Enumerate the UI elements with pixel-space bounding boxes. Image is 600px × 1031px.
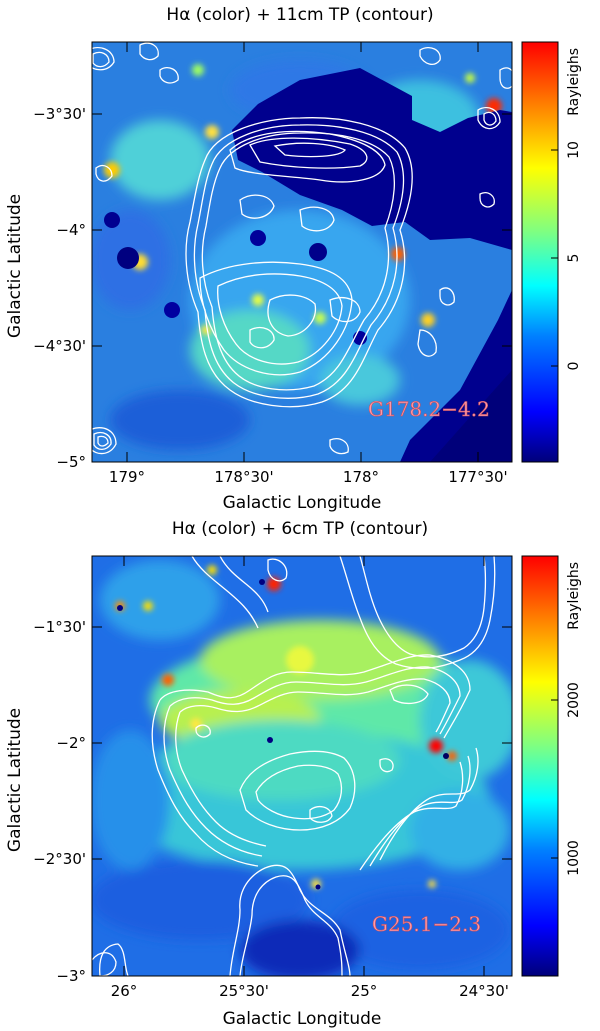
panel-2-title: Hα (color) + 6cm TP (contour): [172, 519, 428, 539]
panel-2-xtick: 25°: [351, 982, 378, 1000]
panel-1-frame: [91, 41, 513, 463]
panel-2-frame: [91, 555, 513, 977]
panel-1-xtick: 177°30': [448, 468, 507, 486]
panel-2-xtick: 26°: [111, 982, 138, 1000]
panel-2-contours: [92, 556, 496, 976]
panel-1-cbtick: 10: [566, 141, 582, 159]
panel-1-xtick: 178°: [343, 468, 379, 486]
panel-2-colorbar: 2000 1000 Rayleighs: [521, 555, 582, 977]
panel-2-ytick: −1°30': [33, 618, 86, 636]
panel-1-ticks: [92, 42, 512, 463]
panel-2-ytick: −2°: [56, 734, 86, 752]
panel-2-ylabel: Galactic Latitude: [5, 708, 25, 852]
panel-1-cbtick: 5: [566, 254, 582, 263]
panel-2-ytick: −3°: [56, 967, 86, 985]
panel-1-ytick: −5°: [56, 453, 86, 471]
panel-1-cbtick: 0: [566, 362, 582, 371]
panel-1-image: G178.2−4.2: [92, 42, 512, 462]
panel-1-colorbar-label: Rayleighs: [566, 48, 582, 116]
panel-2-xtick: 24°30': [459, 982, 509, 1000]
panel-1-xtick: 178°30': [214, 468, 273, 486]
panel-2-xtick: 25°30': [219, 982, 269, 1000]
panel-1-ytick: −4°: [56, 221, 86, 239]
panel-1-title: Hα (color) + 11cm TP (contour): [166, 5, 433, 25]
panel-1-xlabel: Galactic Longitude: [223, 493, 382, 513]
panel-2-ticks: [92, 556, 512, 977]
panel-2-source-label: G25.1−2.3: [372, 912, 481, 936]
panel-2-xlabel: Galactic Longitude: [223, 1009, 382, 1029]
panel-1-contours: [92, 42, 512, 455]
panel-1: Hα (color) + 11cm TP (contour): [5, 5, 582, 513]
panel-1-ytick: −4°30': [33, 337, 86, 355]
panel-1-ytick: −3°30': [33, 105, 86, 123]
panel-1-ylabel: Galactic Latitude: [5, 194, 25, 338]
panel-1-colorbar: 10 5 0 Rayleighs: [521, 41, 582, 463]
panel-1-xtick: 179°: [109, 468, 145, 486]
panel-2-cbtick: 1000: [566, 840, 582, 876]
panel-2-ytick: −2°30': [33, 850, 86, 868]
panel-2-cbtick: 2000: [566, 682, 582, 718]
panel-2-image: G25.1−2.3: [92, 556, 512, 976]
panel-1-source-label: G178.2−4.2: [368, 397, 490, 421]
panel-2: Hα (color) + 6cm TP (contour): [5, 519, 582, 1029]
panel-2-colorbar-label: Rayleighs: [566, 562, 582, 630]
